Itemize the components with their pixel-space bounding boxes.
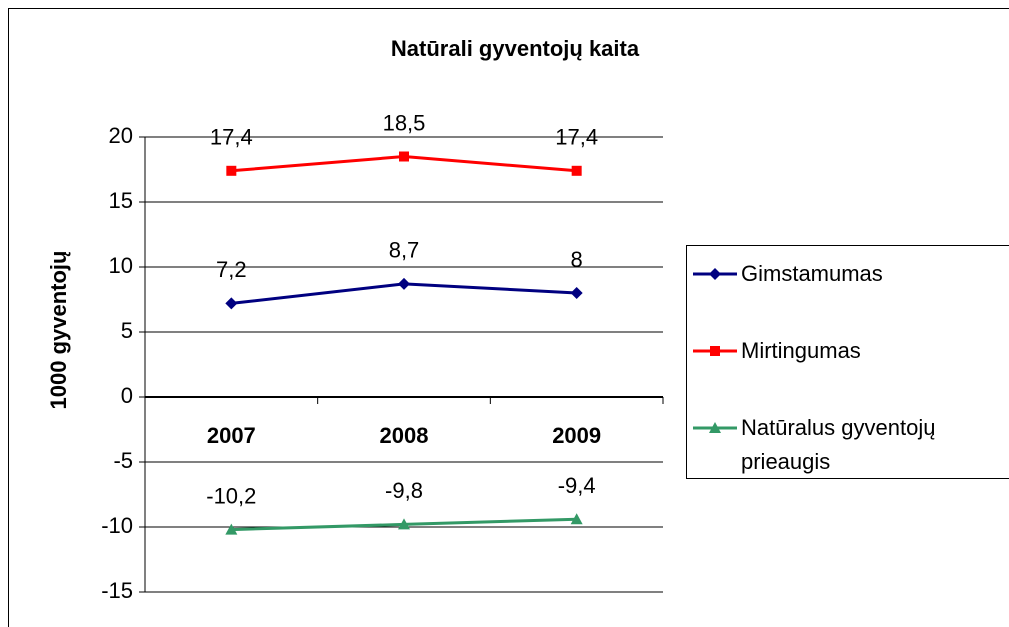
x-tick-label: 2007 bbox=[207, 423, 256, 448]
marker bbox=[398, 518, 410, 530]
legend-icon bbox=[693, 268, 737, 280]
marker bbox=[570, 287, 583, 299]
data-label: 17,4 bbox=[210, 125, 253, 150]
data-label: 7,2 bbox=[216, 257, 247, 282]
marker bbox=[399, 151, 409, 162]
x-tick-label: 2008 bbox=[380, 423, 429, 448]
legend-label: Natūralus gyventojų prieaugis bbox=[741, 415, 936, 474]
legend-entry: Natūralus gyventojų prieaugis bbox=[687, 411, 999, 478]
data-label: 8,7 bbox=[389, 238, 420, 263]
data-label: -9,4 bbox=[558, 473, 596, 498]
x-tick-label: 2009 bbox=[552, 423, 601, 448]
marker bbox=[225, 297, 238, 310]
marker bbox=[570, 513, 583, 525]
y-tick-label: 0 bbox=[121, 383, 133, 408]
y-tick-label: 20 bbox=[109, 123, 133, 148]
y-tick-label: 5 bbox=[121, 318, 133, 343]
legend-entry: Gimstamumas bbox=[687, 257, 999, 291]
marker bbox=[226, 165, 237, 176]
data-label: 8 bbox=[571, 247, 583, 272]
data-label: 18,5 bbox=[383, 110, 426, 135]
data-label: 17,4 bbox=[555, 125, 598, 150]
y-tick-label: -10 bbox=[101, 513, 133, 538]
legend-label: Mirtingumas bbox=[741, 338, 861, 363]
marker bbox=[709, 422, 721, 433]
y-tick-label: 15 bbox=[109, 188, 133, 213]
y-tick-label: 10 bbox=[109, 253, 133, 278]
legend-icon bbox=[693, 346, 737, 356]
legend-icon bbox=[693, 422, 737, 433]
y-axis-title: 1000 gyventojų bbox=[46, 251, 71, 410]
data-label: -10,2 bbox=[206, 483, 256, 508]
marker bbox=[709, 268, 721, 280]
legend: Gimstamumas Mirtingumas Natūralus gyventoj… bbox=[686, 245, 1009, 479]
data-label: -9,8 bbox=[385, 478, 423, 503]
marker bbox=[225, 523, 238, 535]
chart-frame bbox=[8, 8, 1009, 627]
marker bbox=[571, 165, 582, 176]
chart-title: Natūrali gyventojų kaita bbox=[391, 36, 640, 61]
marker bbox=[710, 346, 720, 356]
marker bbox=[398, 277, 410, 290]
y-tick-label: -5 bbox=[113, 448, 133, 473]
legend-entry: Mirtingumas bbox=[687, 334, 999, 368]
legend-label: Gimstamumas bbox=[741, 261, 883, 286]
y-tick-label: -15 bbox=[101, 578, 133, 603]
